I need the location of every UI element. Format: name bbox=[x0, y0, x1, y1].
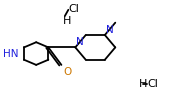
Text: N: N bbox=[76, 37, 84, 47]
Text: O: O bbox=[63, 67, 71, 77]
Text: Cl: Cl bbox=[68, 4, 79, 14]
Text: H: H bbox=[63, 16, 72, 26]
Text: Cl: Cl bbox=[147, 79, 158, 90]
Text: HN: HN bbox=[3, 49, 19, 59]
Text: N: N bbox=[106, 25, 113, 35]
Text: H: H bbox=[139, 79, 147, 90]
